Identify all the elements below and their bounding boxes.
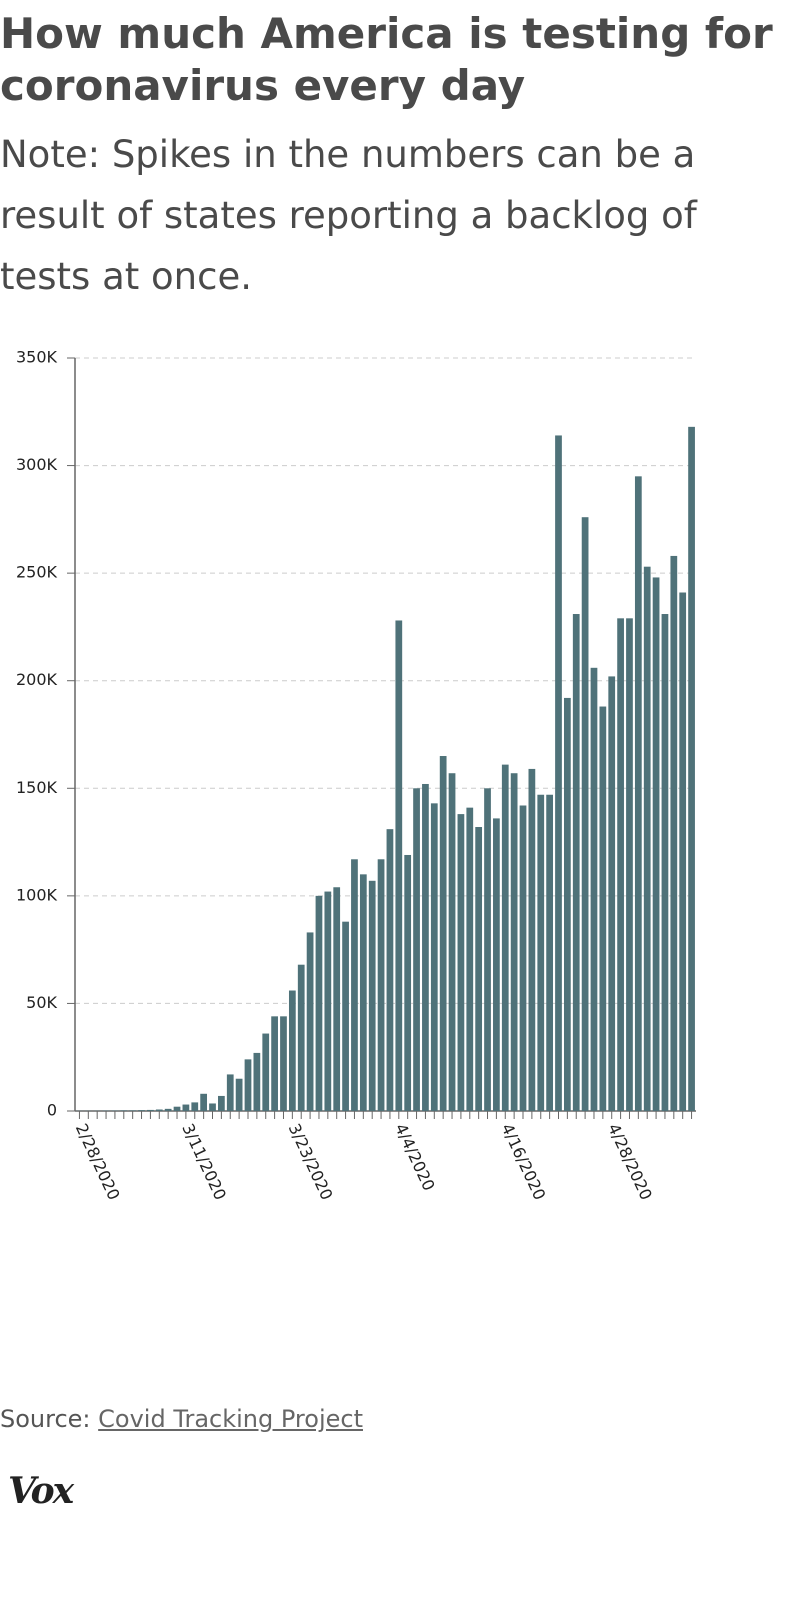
x-tick-label: 3/11/2020 xyxy=(178,1121,230,1203)
bar xyxy=(661,614,669,1111)
bar xyxy=(191,1102,199,1111)
y-tick-label: 100K xyxy=(16,885,58,904)
bar xyxy=(164,1108,172,1111)
bar xyxy=(218,1095,225,1111)
bar xyxy=(430,803,438,1111)
bar xyxy=(359,874,367,1111)
bar xyxy=(546,794,553,1111)
bar xyxy=(262,1033,270,1111)
bar xyxy=(688,426,695,1111)
bar xyxy=(510,773,518,1111)
x-tick-label: 2/28/2020 xyxy=(72,1121,124,1203)
bar xyxy=(244,1059,252,1111)
bar xyxy=(537,794,545,1111)
bar xyxy=(590,667,598,1111)
bar xyxy=(280,1016,287,1111)
bar xyxy=(386,829,394,1111)
y-tick-label: 50K xyxy=(26,993,57,1012)
bar xyxy=(324,891,332,1111)
bar xyxy=(333,887,341,1111)
bar xyxy=(563,697,571,1111)
y-tick-label: 250K xyxy=(16,563,58,582)
source-link[interactable]: Covid Tracking Project xyxy=(98,1405,363,1433)
y-tick-label: 0 xyxy=(47,1101,57,1120)
bar xyxy=(306,932,314,1111)
bar xyxy=(120,1110,128,1111)
chart-title: How much America is testing for coronavi… xyxy=(0,9,773,110)
bar xyxy=(209,1103,216,1111)
bar xyxy=(439,756,447,1111)
bar xyxy=(395,620,403,1111)
bar xyxy=(599,706,607,1111)
y-tick-label: 150K xyxy=(16,778,58,797)
bar xyxy=(413,788,420,1111)
y-tick-label: 200K xyxy=(16,670,58,689)
bar xyxy=(617,618,624,1111)
bar xyxy=(129,1110,137,1111)
bar xyxy=(377,859,385,1111)
bar xyxy=(670,555,678,1111)
bar xyxy=(457,814,465,1111)
bar xyxy=(422,783,429,1111)
bar xyxy=(448,773,456,1111)
source: Source: Covid Tracking Project xyxy=(0,1405,363,1433)
bar xyxy=(182,1104,190,1111)
source-label: Source: xyxy=(0,1405,91,1433)
bar xyxy=(173,1106,181,1111)
bar xyxy=(484,788,491,1111)
bar xyxy=(235,1078,243,1111)
chart-subtitle: Note: Spikes in the numbers can be a res… xyxy=(0,133,697,298)
bar xyxy=(501,764,509,1111)
bar xyxy=(147,1109,154,1111)
bar xyxy=(572,614,580,1111)
bar xyxy=(368,880,376,1111)
bar xyxy=(581,517,589,1111)
x-tick-label: 4/4/2020 xyxy=(391,1121,439,1194)
y-tick-label: 350K xyxy=(16,348,58,367)
bar xyxy=(404,854,412,1111)
bar xyxy=(288,990,296,1111)
bar xyxy=(466,807,474,1111)
bar xyxy=(519,805,527,1111)
bar xyxy=(253,1052,261,1111)
bar xyxy=(315,895,323,1111)
bar xyxy=(200,1093,208,1111)
x-tick-label: 4/28/2020 xyxy=(604,1121,656,1203)
bar xyxy=(643,566,651,1111)
y-tick-label: 300K xyxy=(16,455,58,474)
bar xyxy=(271,1016,278,1111)
bar xyxy=(351,859,358,1111)
bar xyxy=(475,827,483,1111)
bar xyxy=(493,818,500,1111)
bar xyxy=(608,676,616,1111)
bar xyxy=(226,1074,234,1111)
bar xyxy=(342,921,349,1111)
bar xyxy=(297,964,305,1111)
bar xyxy=(634,476,642,1111)
x-tick-label: 3/23/2020 xyxy=(285,1121,337,1203)
bar xyxy=(155,1109,163,1111)
bar xyxy=(652,577,660,1111)
bar xyxy=(555,435,562,1111)
x-tick-label: 4/16/2020 xyxy=(498,1121,550,1203)
bar xyxy=(138,1110,145,1111)
bar xyxy=(528,768,536,1111)
logo: Vox xyxy=(8,1470,74,1512)
bar xyxy=(679,592,687,1111)
bar xyxy=(626,618,633,1111)
